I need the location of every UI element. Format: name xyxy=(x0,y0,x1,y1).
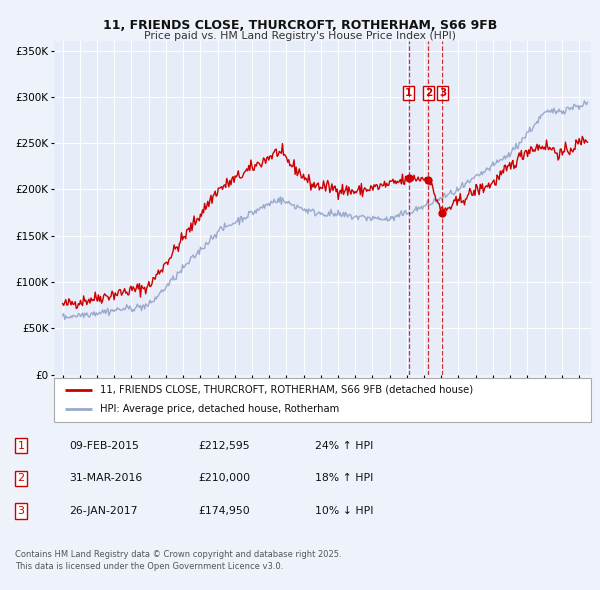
Text: 18% ↑ HPI: 18% ↑ HPI xyxy=(315,473,373,483)
Text: 1: 1 xyxy=(405,88,412,98)
Text: 3: 3 xyxy=(17,506,25,516)
Text: HPI: Average price, detached house, Rotherham: HPI: Average price, detached house, Roth… xyxy=(100,405,339,414)
Text: 2: 2 xyxy=(17,473,25,483)
Text: 11, FRIENDS CLOSE, THURCROFT, ROTHERHAM, S66 9FB (detached house): 11, FRIENDS CLOSE, THURCROFT, ROTHERHAM,… xyxy=(100,385,473,395)
Text: Price paid vs. HM Land Registry's House Price Index (HPI): Price paid vs. HM Land Registry's House … xyxy=(144,31,456,41)
Text: £210,000: £210,000 xyxy=(198,473,250,483)
Text: 10% ↓ HPI: 10% ↓ HPI xyxy=(315,506,373,516)
Text: £174,950: £174,950 xyxy=(198,506,250,516)
FancyBboxPatch shape xyxy=(54,378,591,422)
Text: 11, FRIENDS CLOSE, THURCROFT, ROTHERHAM, S66 9FB: 11, FRIENDS CLOSE, THURCROFT, ROTHERHAM,… xyxy=(103,19,497,32)
Text: £212,595: £212,595 xyxy=(198,441,250,451)
Text: 26-JAN-2017: 26-JAN-2017 xyxy=(69,506,137,516)
Text: 09-FEB-2015: 09-FEB-2015 xyxy=(69,441,139,451)
Text: Contains HM Land Registry data © Crown copyright and database right 2025.
This d: Contains HM Land Registry data © Crown c… xyxy=(15,550,341,571)
Text: 2: 2 xyxy=(425,88,432,98)
Text: 24% ↑ HPI: 24% ↑ HPI xyxy=(315,441,373,451)
Text: 3: 3 xyxy=(439,88,446,98)
Text: 31-MAR-2016: 31-MAR-2016 xyxy=(69,473,142,483)
Text: 1: 1 xyxy=(17,441,25,451)
